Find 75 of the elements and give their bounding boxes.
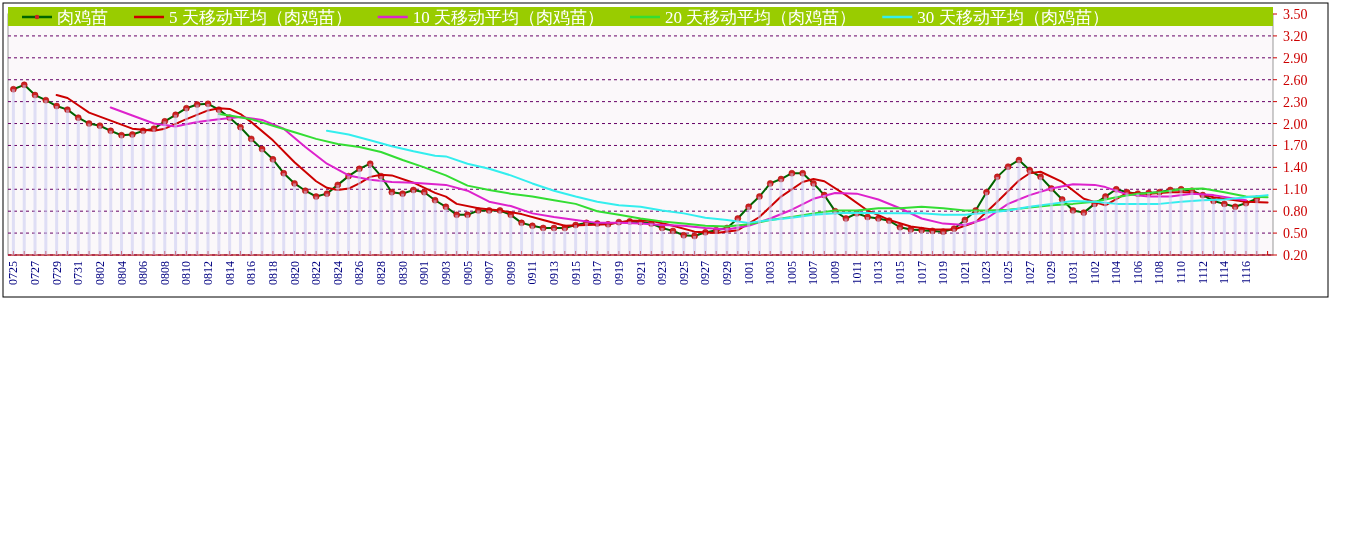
- y-tick-label: 2.30: [1283, 94, 1308, 110]
- x-tick-label: 0818: [265, 261, 280, 285]
- x-tick-label: 1019: [936, 261, 951, 285]
- x-tick-label: 1108: [1152, 261, 1167, 285]
- x-tick-label: 0828: [374, 261, 389, 285]
- x-tick-label: 0802: [92, 261, 107, 285]
- x-tick-label: 0830: [395, 261, 410, 285]
- x-tick-label: 0816: [244, 261, 259, 285]
- x-tick-label: 1003: [763, 261, 778, 285]
- y-tick-label: 2.60: [1283, 72, 1308, 88]
- x-tick-label: 0913: [547, 261, 561, 285]
- x-tick-label: 0814: [222, 261, 237, 285]
- x-tick-label: 0925: [676, 261, 691, 285]
- y-tick-label: 0.50: [1283, 226, 1308, 242]
- x-tick-label: 0921: [633, 261, 648, 285]
- x-tick-label: 1011: [849, 261, 864, 285]
- x-tick-label: 1023: [979, 261, 994, 285]
- x-tick-label: 0822: [309, 261, 324, 285]
- y-tick-label: 1.70: [1283, 138, 1308, 154]
- x-tick-label: 1017: [914, 261, 929, 285]
- x-tick-label: 1007: [806, 261, 821, 285]
- legend-label: 5 天移动平均（肉鸡苗）: [169, 8, 352, 27]
- x-tick-label: 0919: [611, 261, 626, 285]
- x-tick-label: 1116: [1238, 261, 1253, 285]
- x-tick-label: 0804: [114, 261, 129, 285]
- y-tick-label: 2.00: [1283, 116, 1308, 132]
- x-tick-label: 0903: [438, 261, 453, 285]
- x-tick-label: 0907: [482, 261, 497, 285]
- x-tick-label: 0820: [287, 261, 302, 285]
- x-tick-label: 1112: [1195, 261, 1210, 285]
- x-tick-label: 0826: [352, 261, 367, 285]
- x-tick-label: 0812: [201, 261, 216, 285]
- legend-label: 30 天移动平均（肉鸡苗）: [917, 8, 1109, 27]
- x-tick-label: 0810: [179, 261, 194, 285]
- x-tick-label: 0929: [720, 261, 734, 285]
- legend-label: 10 天移动平均（肉鸡苗）: [412, 8, 604, 27]
- x-tick-label: 1001: [741, 261, 756, 285]
- x-tick-label: 1104: [1109, 261, 1124, 285]
- y-tick-label: 0.80: [1283, 204, 1308, 220]
- x-tick-label: 0824: [330, 261, 345, 285]
- x-tick-label: 1027: [1022, 261, 1037, 285]
- x-tick-label: 0901: [417, 261, 432, 285]
- y-tick-label: 0.20: [1283, 248, 1308, 263]
- x-tick-label: 1009: [828, 261, 843, 285]
- x-tick-label: 0725: [6, 261, 21, 285]
- x-tick-label: 1025: [1001, 261, 1016, 285]
- x-tick-label: 1005: [784, 261, 799, 285]
- x-tick-label: 0917: [590, 261, 605, 285]
- legend-label: 20 天移动平均（肉鸡苗）: [665, 8, 857, 27]
- x-tick-label: 0729: [49, 261, 64, 285]
- x-tick-label: 0923: [655, 261, 670, 285]
- x-tick-label: 1031: [1065, 261, 1080, 285]
- x-tick-label: 0915: [568, 261, 583, 285]
- x-tick-label: 0727: [28, 261, 43, 285]
- x-tick-label: 0808: [157, 261, 172, 285]
- x-tick-label: 1102: [1087, 261, 1102, 285]
- legend-label: 肉鸡苗: [57, 8, 108, 27]
- x-tick-label: 1029: [1044, 261, 1059, 285]
- y-tick-label: 2.90: [1283, 50, 1308, 66]
- x-tick-label: 0911: [525, 261, 540, 285]
- x-tick-label: 1015: [892, 261, 907, 285]
- x-tick-label: 0905: [460, 261, 475, 285]
- x-tick-label: 0731: [71, 261, 86, 285]
- y-tick-label: 3.20: [1283, 28, 1308, 44]
- y-tick-label: 3.50: [1283, 7, 1308, 22]
- x-tick-label: 1114: [1217, 261, 1232, 285]
- x-tick-label: 0927: [698, 261, 713, 285]
- x-tick-label: 0909: [503, 261, 518, 285]
- y-tick-label: 1.40: [1283, 160, 1308, 176]
- x-tick-label: 1021: [957, 261, 972, 285]
- y-tick-label: 1.10: [1283, 182, 1308, 198]
- x-tick-label: 1110: [1174, 261, 1189, 285]
- x-tick-label: 1106: [1130, 261, 1145, 285]
- x-tick-label: 1013: [871, 261, 886, 285]
- x-tick-label: 0806: [136, 261, 151, 285]
